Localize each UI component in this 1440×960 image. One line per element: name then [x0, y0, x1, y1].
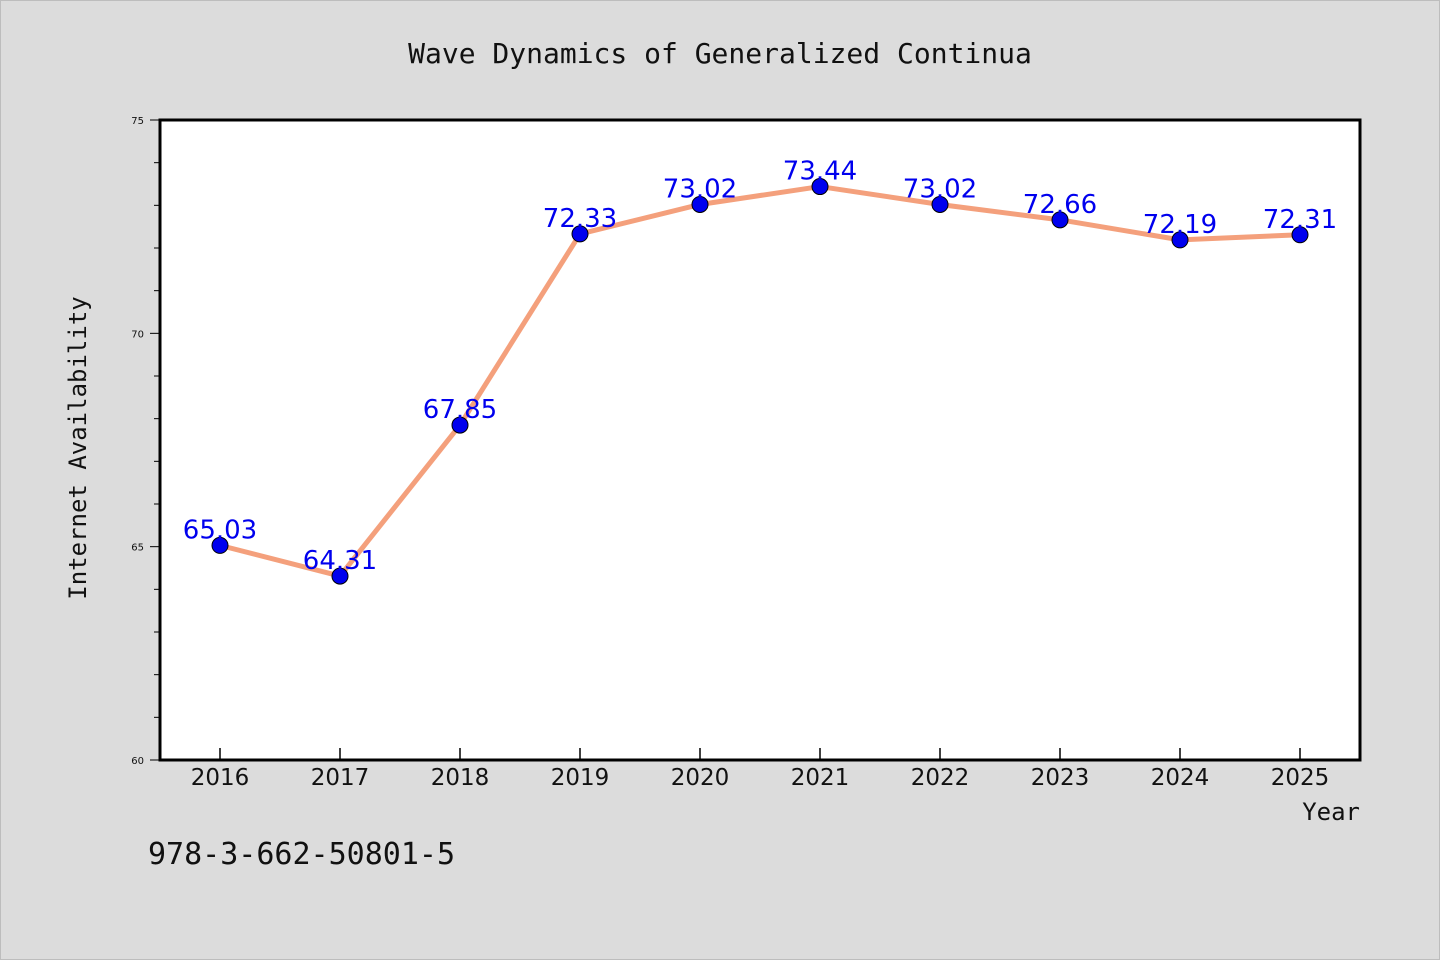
chart-title: Wave Dynamics of Generalized Continua: [408, 37, 1032, 70]
data-point: [211, 536, 229, 554]
data-label: 64.31: [303, 546, 377, 576]
data-point: [691, 195, 709, 213]
x-tick-label: 2024: [1151, 765, 1210, 791]
plot-area: [158, 118, 1362, 762]
data-point: [931, 195, 949, 213]
y-tick-label: 70: [131, 329, 144, 340]
x-axis: 2016 2017 2018 2019 2020 2021 2022 2023 2024 2025: [191, 748, 1330, 791]
y-tick-label: 65: [131, 543, 144, 554]
x-tick-label: 2019: [551, 765, 610, 791]
x-tick-label: 2016: [191, 765, 250, 791]
data-label: 72.31: [1263, 205, 1337, 235]
x-tick-label: 2018: [431, 765, 490, 791]
data-labels: 65.03 64.31 67.85 72.33 73.02 73.44 73.02 72.66…: [183, 157, 1337, 577]
data-label: 72.33: [543, 204, 617, 234]
isbn-text: 978-3-662-50801-5: [148, 837, 455, 872]
x-tick-label: 2020: [671, 765, 730, 791]
data-point: [1291, 226, 1309, 244]
data-point: [451, 416, 469, 434]
series-line: [219, 184, 1301, 579]
x-tick-label: 2021: [791, 765, 850, 791]
x-tick-label: 2025: [1271, 765, 1330, 791]
x-tick-label: 2017: [311, 765, 370, 791]
data-point: [1171, 231, 1189, 249]
data-label: 65.03: [183, 515, 257, 545]
data-label: 72.19: [1143, 210, 1217, 240]
data-point: [571, 225, 589, 243]
data-point: [331, 567, 349, 585]
data-label: 73.44: [783, 157, 857, 187]
y-axis: 60 65 70 75: [131, 116, 160, 767]
y-tick-label: 75: [131, 116, 144, 127]
data-label: 67.85: [423, 395, 497, 425]
x-axis-label: Year: [1302, 798, 1360, 826]
y-axis-label: Internet Availability: [64, 296, 92, 599]
x-tick-label: 2022: [911, 765, 970, 791]
x-tick-label: 2023: [1031, 765, 1090, 791]
data-label: 73.02: [903, 174, 977, 204]
data-label: 73.02: [663, 174, 737, 204]
y-tick-label: 60: [131, 756, 144, 767]
data-label: 72.66: [1023, 190, 1097, 220]
data-point: [811, 178, 829, 196]
series-markers: [211, 178, 1309, 585]
data-point: [1051, 211, 1069, 229]
